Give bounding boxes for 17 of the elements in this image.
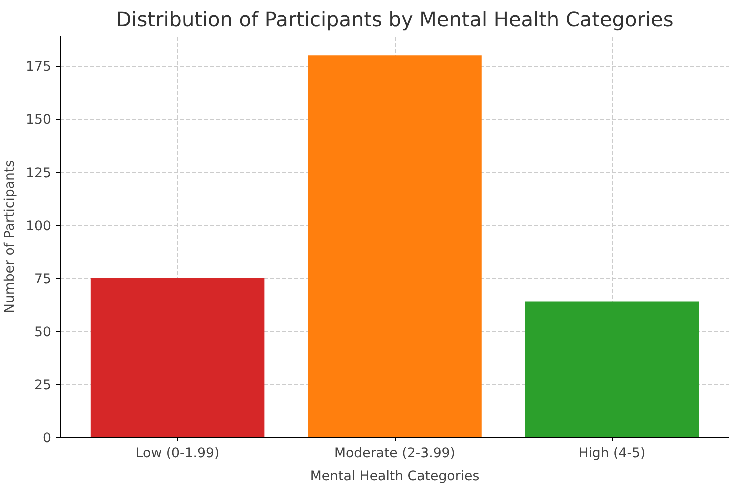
y-tick-label: 50 [34, 325, 52, 340]
bar [90, 278, 265, 438]
y-tick-label: 75 [34, 272, 52, 288]
y-tick-label: 175 [26, 60, 52, 76]
x-tick-label: Low (0-1.99) [136, 446, 220, 462]
y-tick-label: 125 [26, 166, 52, 182]
bar [525, 302, 700, 438]
y-axis-title: Number of Participants [3, 160, 18, 314]
y-tick-label: 25 [34, 378, 52, 394]
y-tick-label: 150 [26, 113, 52, 128]
bar [308, 56, 482, 438]
x-tick-label: Moderate (2-3.99) [334, 446, 456, 462]
chart-title: Distribution of Participants by Mental Health Categories [116, 8, 674, 32]
x-tick-label: High (4-5) [578, 446, 646, 462]
y-tick-label: 100 [26, 219, 52, 234]
x-axis-title: Mental Health Categories [310, 470, 480, 484]
y-tick-label: 0 [43, 432, 52, 446]
